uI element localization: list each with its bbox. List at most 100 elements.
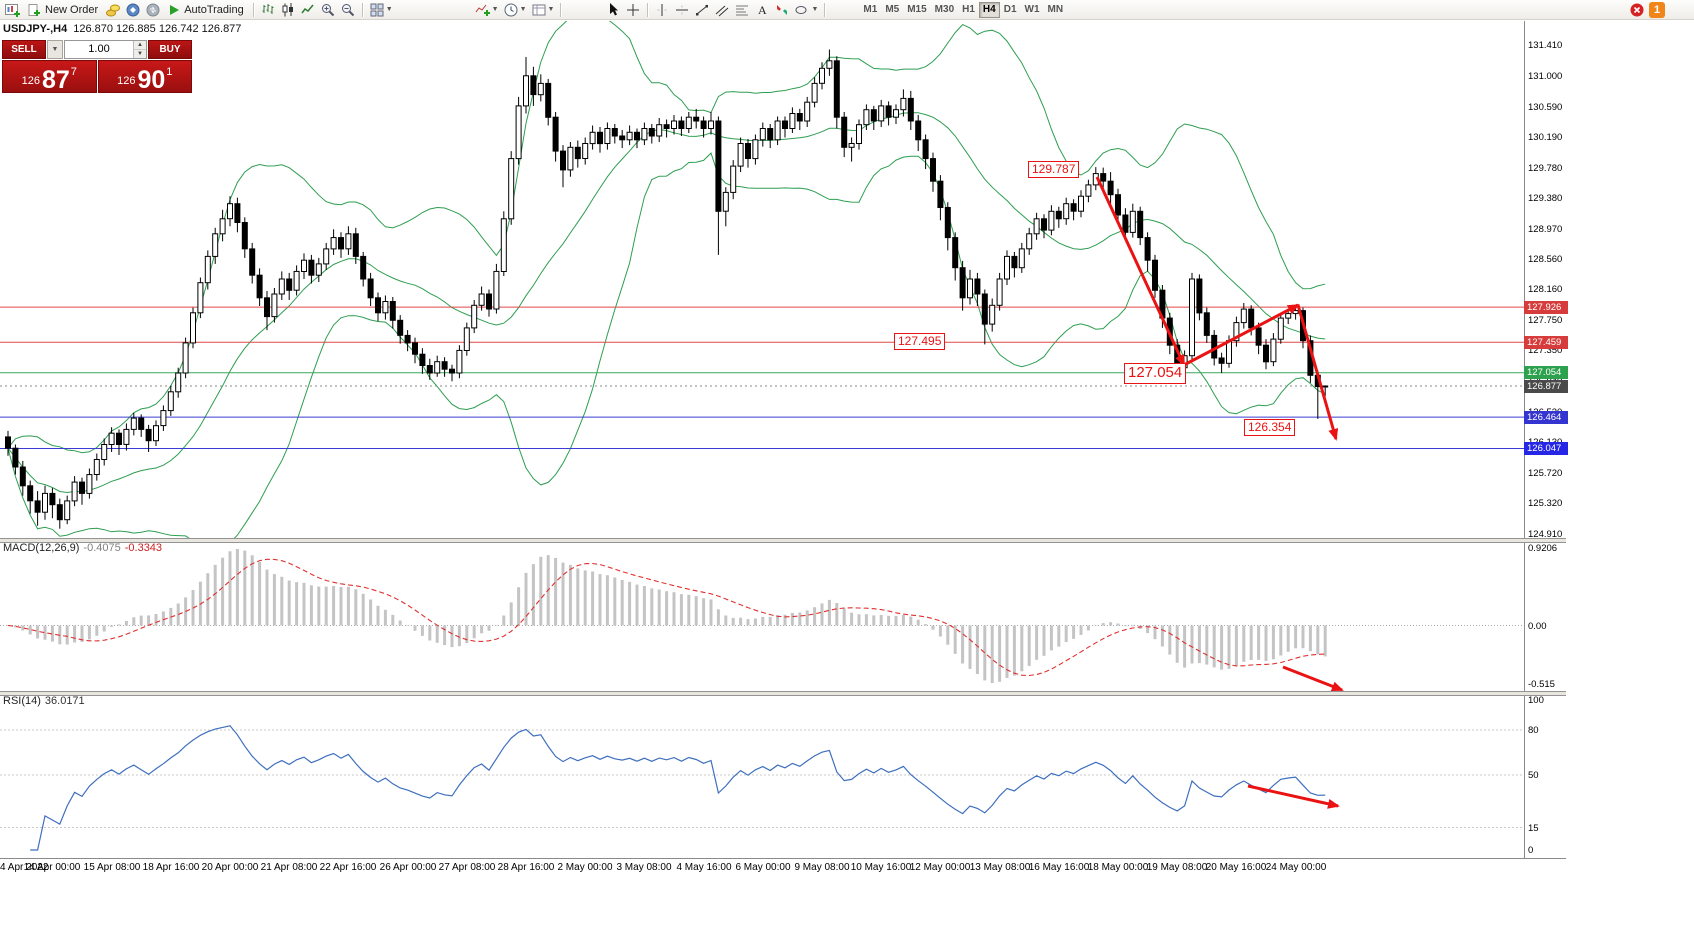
price-annotation[interactable]: 129.787 <box>1028 161 1080 178</box>
arrow-objects-icon[interactable] <box>772 2 792 18</box>
stepper-up-icon[interactable]: ▲ <box>134 41 146 50</box>
timeframe-h1-button[interactable]: H1 <box>958 2 979 18</box>
sell-button[interactable]: SELL <box>2 40 46 59</box>
horizontal-line-icon[interactable] <box>672 2 692 18</box>
price-annotation[interactable]: 126.354 <box>1244 419 1296 436</box>
price-axis-label: 128.970 <box>1528 224 1563 235</box>
indicators-icon[interactable]: ▼ <box>473 2 501 18</box>
time-axis-label: 18 Apr 16:00 <box>142 862 200 873</box>
fibonacci-icon[interactable] <box>732 2 752 18</box>
candlestick-chart-icon[interactable] <box>278 2 298 18</box>
price-axis-label: 128.560 <box>1528 254 1563 265</box>
timeframe-d1-button[interactable]: D1 <box>1000 2 1021 18</box>
periods-icon[interactable]: ▼ <box>501 2 529 18</box>
chart-title: USDJPY-,H4 126.870 126.885 126.742 126.87… <box>3 23 241 35</box>
rsi-panel[interactable] <box>0 694 1524 858</box>
macd-panel[interactable] <box>0 541 1524 691</box>
volume-input[interactable]: 1.00 ▲ ▼ <box>64 40 147 59</box>
price-axis-label: 131.410 <box>1528 40 1563 51</box>
price-axis-label: 125.320 <box>1528 498 1563 509</box>
channel-icon[interactable] <box>712 2 732 18</box>
price-annotation[interactable]: 127.495 <box>894 333 946 350</box>
time-axis-label: 3 May 08:00 <box>616 862 672 873</box>
price-axis-label: 127.750 <box>1528 315 1563 326</box>
time-axis-label: 13 May 08:00 <box>969 862 1031 873</box>
time-axis-label: 16 May 16:00 <box>1028 862 1090 873</box>
main-chart-panel[interactable]: USDJPY-,H4 126.870 126.885 126.742 126.87… <box>0 21 1524 538</box>
bid-main: 87 <box>41 65 70 94</box>
stepper-down-icon[interactable]: ▼ <box>134 50 146 58</box>
bid-price-tile[interactable]: 126 87 7 <box>2 60 97 93</box>
indicator-axis-label: 15 <box>1528 823 1539 834</box>
candlestick-chart[interactable] <box>0 21 1524 538</box>
new-order-button[interactable]: New Order <box>22 1 103 19</box>
price-axis-label: 129.380 <box>1528 193 1563 204</box>
time-axis-label: 10 May 16:00 <box>850 862 912 873</box>
svg-text:A: A <box>758 3 767 17</box>
time-axis-label: 28 Apr 16:00 <box>497 862 555 873</box>
toolbar-separator <box>361 2 363 17</box>
close-icon[interactable] <box>1630 3 1644 20</box>
price-axis[interactable]: 131.410 131.000 130.590 130.190 129.780 129.3… <box>1524 21 1572 858</box>
price-axis-label: 130.590 <box>1528 102 1563 113</box>
timeframe-h4-button[interactable]: H4 <box>978 1 1000 18</box>
cursor-icon[interactable] <box>603 2 623 18</box>
price-axis-label: 130.190 <box>1528 132 1563 143</box>
price-annotation[interactable]: 127.054 <box>1124 363 1187 384</box>
price-axis-label: 125.720 <box>1528 468 1563 479</box>
notification-icon[interactable]: 1 <box>1649 2 1665 18</box>
price-tag: 127.054 <box>1524 366 1568 379</box>
volume-stepper[interactable]: ▲ ▼ <box>133 41 146 58</box>
indicator-axis-label: -0.515 <box>1528 679 1555 690</box>
market-watch-icon[interactable] <box>103 2 123 18</box>
price-axis-label: 129.780 <box>1528 163 1563 174</box>
indicator-axis-label: 100 <box>1528 695 1544 706</box>
panel-splitter[interactable] <box>0 538 1566 543</box>
navigator-icon[interactable] <box>123 2 143 18</box>
timeframe-m15-button[interactable]: M15 <box>903 2 930 18</box>
shapes-icon[interactable]: ▼ <box>792 2 820 18</box>
zoom-out-icon[interactable] <box>338 2 358 18</box>
ask-pip: 1 <box>166 66 173 78</box>
time-axis-label: 20 Apr 00:00 <box>201 862 259 873</box>
ask-price-tile[interactable]: 126 90 1 <box>97 60 192 93</box>
time-axis-label: 12 May 00:00 <box>909 862 971 873</box>
timeframe-m30-button[interactable]: M30 <box>931 2 958 18</box>
tile-windows-icon[interactable]: ▼ <box>367 2 395 18</box>
toolbar-separator <box>560 2 562 17</box>
price-tag: 126.464 <box>1524 411 1568 424</box>
bar-chart-icon[interactable] <box>258 2 278 18</box>
price-tag: 127.459 <box>1524 336 1568 349</box>
timeframe-m5-button[interactable]: M5 <box>881 2 903 18</box>
panel-splitter[interactable] <box>0 691 1566 696</box>
autotrading-label: AutoTrading <box>184 3 244 16</box>
zoom-in-icon[interactable] <box>318 2 338 18</box>
bid-pip: 7 <box>70 66 77 78</box>
timeframe-w1-button[interactable]: W1 <box>1021 2 1044 18</box>
order-options-dropdown[interactable]: ▼ <box>47 40 63 59</box>
templates-icon[interactable]: ▼ <box>529 2 557 18</box>
crosshair-icon[interactable] <box>623 2 643 18</box>
line-chart-icon[interactable] <box>298 2 318 18</box>
rsi-label: RSI(14) 36.0171 <box>3 695 85 707</box>
terminal-icon[interactable] <box>143 2 163 18</box>
time-axis[interactable]: 4 Apr 2022 14 Apr 00:00 15 Apr 08:00 18 Apr… <box>0 858 1566 877</box>
buy-button[interactable]: BUY <box>148 40 192 59</box>
ohlc-values: 126.870 126.885 126.742 126.877 <box>73 23 242 35</box>
time-axis-label: 20 May 16:00 <box>1205 862 1267 873</box>
macd-label: MACD(12,26,9) -0.4075 -0.3343 <box>3 542 163 554</box>
new-order-label: New Order <box>45 3 99 16</box>
timeframe-mn-button[interactable]: MN <box>1044 2 1068 18</box>
autotrading-button[interactable]: AutoTrading <box>163 1 249 19</box>
price-tag: 126.877 <box>1524 380 1568 393</box>
vertical-line-icon[interactable] <box>652 2 672 18</box>
time-axis-label: 2 May 00:00 <box>557 862 613 873</box>
toolbar: New Order AutoTrading ▼ ▼ ▼ ▼ A ▼ M1 M5 … <box>0 0 1694 20</box>
symbol-period-label: USDJPY-,H4 <box>3 23 68 35</box>
text-icon[interactable]: A <box>752 2 772 18</box>
new-chart-icon[interactable] <box>2 2 22 18</box>
trendline-icon[interactable] <box>692 2 712 18</box>
timeframe-m1-button[interactable]: M1 <box>859 2 881 18</box>
time-axis-label: 21 Apr 08:00 <box>260 862 318 873</box>
